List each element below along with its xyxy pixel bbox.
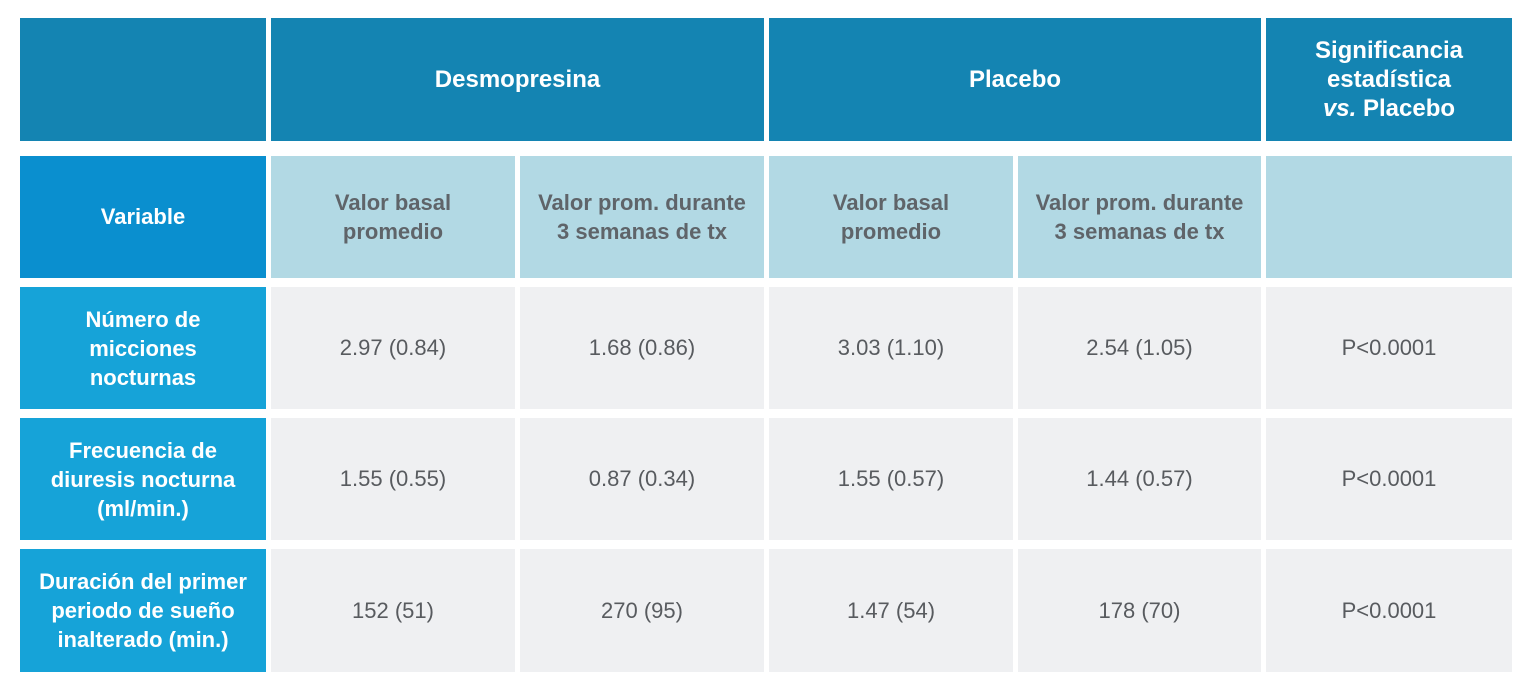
- significance-line-2: estadística: [1326, 66, 1452, 93]
- row-label: Duración del primer periodo de sueño ina…: [20, 549, 266, 672]
- significance-vs: vs.: [1322, 95, 1357, 122]
- value-cell: 1.55 (0.57): [769, 418, 1013, 540]
- row-label: Número de micciones nocturnas: [20, 287, 266, 409]
- header-desmopresina: Desmopresina: [271, 18, 764, 141]
- value-cell: 152 (51): [271, 549, 515, 672]
- value-cell: 2.54 (1.05): [1018, 287, 1261, 409]
- value-cell: 1.44 (0.57): [1018, 418, 1261, 540]
- value-cell: 3.03 (1.10): [769, 287, 1013, 409]
- value-cell: 2.97 (0.84): [271, 287, 515, 409]
- significance-cell: P<0.0001: [1266, 287, 1512, 409]
- row-label-line: nocturnas: [89, 364, 197, 390]
- subheader-during-line-2: 3 semanas de tx: [557, 219, 727, 244]
- significance-line-1: Significancia: [1314, 37, 1464, 64]
- value-cell: 1.55 (0.55): [271, 418, 515, 540]
- row-label-line: (ml/min.): [97, 495, 189, 521]
- row-label-line: Número de: [85, 306, 201, 332]
- subheader-during-line-1: Valor prom. durante: [538, 190, 746, 215]
- subheader-during-line-1: Valor prom. durante: [1035, 190, 1244, 215]
- significance-cell: P<0.0001: [1266, 418, 1512, 540]
- subheader-significance-empty: [1266, 156, 1512, 278]
- value-cell: 178 (70): [1018, 549, 1261, 672]
- header-significance: Significancia estadística vs. Placebo: [1266, 18, 1512, 141]
- row-label-line: micciones: [89, 335, 197, 361]
- significance-line-3: vs. Placebo: [1315, 94, 1463, 123]
- value-cell: 270 (95): [520, 549, 764, 672]
- value-cell: 1.68 (0.86): [520, 287, 764, 409]
- subheader-placebo-during: Valor prom. durante 3 semanas de tx: [1018, 156, 1261, 278]
- value-cell: 0.87 (0.34): [520, 418, 764, 540]
- subheader-desmo-during: Valor prom. durante 3 semanas de tx: [520, 156, 764, 278]
- row-label-line: periodo de sueño: [51, 598, 235, 623]
- row-label-line: diuresis nocturna: [50, 466, 236, 492]
- subheader-basal-line-1: Valor basal: [334, 190, 452, 215]
- row-label-line: inalterado (min.): [57, 627, 229, 652]
- subheader-basal-line-2: promedio: [342, 219, 444, 244]
- row-label-line: Frecuencia de: [69, 437, 217, 463]
- significance-placebo: Placebo: [1356, 95, 1456, 122]
- value-cell: 1.47 (54): [769, 549, 1013, 672]
- significance-cell: P<0.0001: [1266, 549, 1512, 672]
- subheader-placebo-basal: Valor basal promedio: [769, 156, 1013, 278]
- subheader-desmo-basal: Valor basal promedio: [271, 156, 515, 278]
- header-placebo: Placebo: [769, 18, 1261, 141]
- row-label: Frecuencia de diuresis nocturna (ml/min.…: [20, 418, 266, 540]
- subheader-basal-line-2: promedio: [840, 219, 942, 244]
- subheader-basal-line-1: Valor basal: [832, 190, 950, 215]
- row-label-line: Duración del primer: [39, 569, 247, 594]
- variable-header: Variable: [20, 156, 266, 278]
- subheader-during-line-2: 3 semanas de tx: [1054, 219, 1225, 244]
- header-empty-cell: [20, 18, 266, 141]
